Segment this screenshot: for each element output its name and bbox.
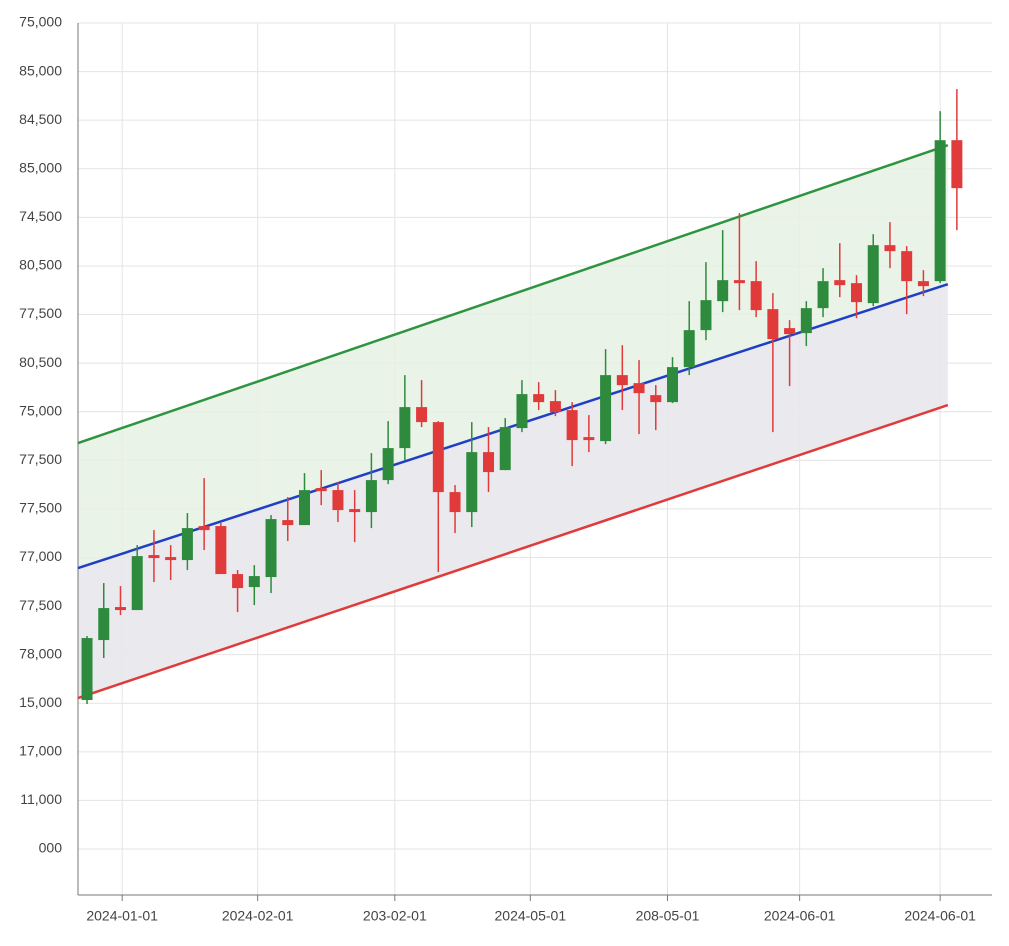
candle-body <box>382 448 394 481</box>
candle-body <box>165 557 177 561</box>
candle-body <box>98 608 110 641</box>
candle-body <box>365 480 377 513</box>
candle-body <box>884 245 896 252</box>
candle-body <box>332 490 344 511</box>
x-tick-label: 2024-06-01 <box>904 908 976 924</box>
candle-body <box>767 309 779 340</box>
y-tick-label: 75,000 <box>19 402 62 418</box>
x-tick-label: 2024-06-01 <box>764 908 836 924</box>
candle-body <box>416 407 428 423</box>
y-tick-label: 80,500 <box>19 257 62 273</box>
y-tick-label: 15,000 <box>19 694 62 710</box>
candle-body <box>583 437 595 441</box>
y-tick-label: 11,000 <box>20 791 62 807</box>
candle-body <box>951 140 963 189</box>
x-tick-label: 2024-01-01 <box>86 908 158 924</box>
candle-body <box>600 375 612 442</box>
candle-body <box>700 300 712 331</box>
candle-body <box>834 280 846 286</box>
candle-body <box>800 308 812 334</box>
candle-body <box>282 520 294 526</box>
channel-line <box>77 143 949 445</box>
candle-body <box>650 395 662 403</box>
candle-body <box>851 283 863 303</box>
candle-body <box>934 140 946 282</box>
candle-body <box>616 375 628 386</box>
y-tick-label: 77,500 <box>19 305 62 321</box>
candle-body <box>917 281 929 287</box>
candle-body <box>215 526 227 575</box>
candle-body <box>449 492 461 513</box>
channel-line <box>77 403 949 700</box>
y-tick-label: 77,500 <box>19 451 62 467</box>
candle-body <box>432 422 444 493</box>
y-tick-label: 85,000 <box>19 159 62 175</box>
channel-upper-fill <box>78 145 948 569</box>
y-tick-label: 17,000 <box>19 743 62 759</box>
candle-body <box>298 490 310 526</box>
candle-body <box>181 528 193 561</box>
y-tick-label: 80,500 <box>19 354 62 370</box>
y-tick-label: 75,000 <box>19 14 62 30</box>
candle-body <box>817 281 829 309</box>
candle-body <box>349 509 361 513</box>
candle-body <box>248 576 260 588</box>
x-tick-label: 2024-05-01 <box>495 908 567 924</box>
candle-body <box>717 280 729 302</box>
candle-body <box>315 488 327 492</box>
candle-body <box>566 410 578 441</box>
candle-body <box>265 519 277 578</box>
candle-body <box>683 330 695 368</box>
channel-lower-fill <box>78 284 948 699</box>
candle-body <box>784 328 796 335</box>
x-tick-label: 208-05-01 <box>636 908 700 924</box>
y-tick-label: 78,000 <box>19 645 62 661</box>
candle-body <box>516 394 528 429</box>
candle-body <box>232 574 244 589</box>
y-tick-label: 77,500 <box>19 597 62 613</box>
candle-body <box>114 607 126 611</box>
candle-body <box>733 280 745 284</box>
y-tick-label: 000 <box>39 840 63 856</box>
y-tick-label: 85,000 <box>19 62 62 78</box>
candle-body <box>482 452 494 473</box>
candle-body <box>499 427 511 471</box>
candle-body <box>901 251 913 282</box>
candle-body <box>466 452 478 513</box>
candle-body <box>131 556 143 611</box>
candle-body <box>750 281 762 311</box>
candle-body <box>533 394 545 403</box>
y-tick-label: 77,500 <box>19 500 62 516</box>
candle-body <box>667 367 679 403</box>
y-tick-label: 74,500 <box>19 208 62 224</box>
candle-body <box>198 526 210 531</box>
candle-body <box>81 638 93 701</box>
candle-body <box>633 383 645 394</box>
y-tick-label: 77,000 <box>19 548 62 564</box>
candle-body <box>399 407 411 449</box>
candle-body <box>148 555 160 559</box>
y-tick-label: 84,500 <box>19 111 62 127</box>
candle-body <box>867 245 879 304</box>
x-tick-label: 2024-02-01 <box>222 908 294 924</box>
candle-body <box>549 401 561 413</box>
x-tick-label: 203-02-01 <box>363 908 427 924</box>
